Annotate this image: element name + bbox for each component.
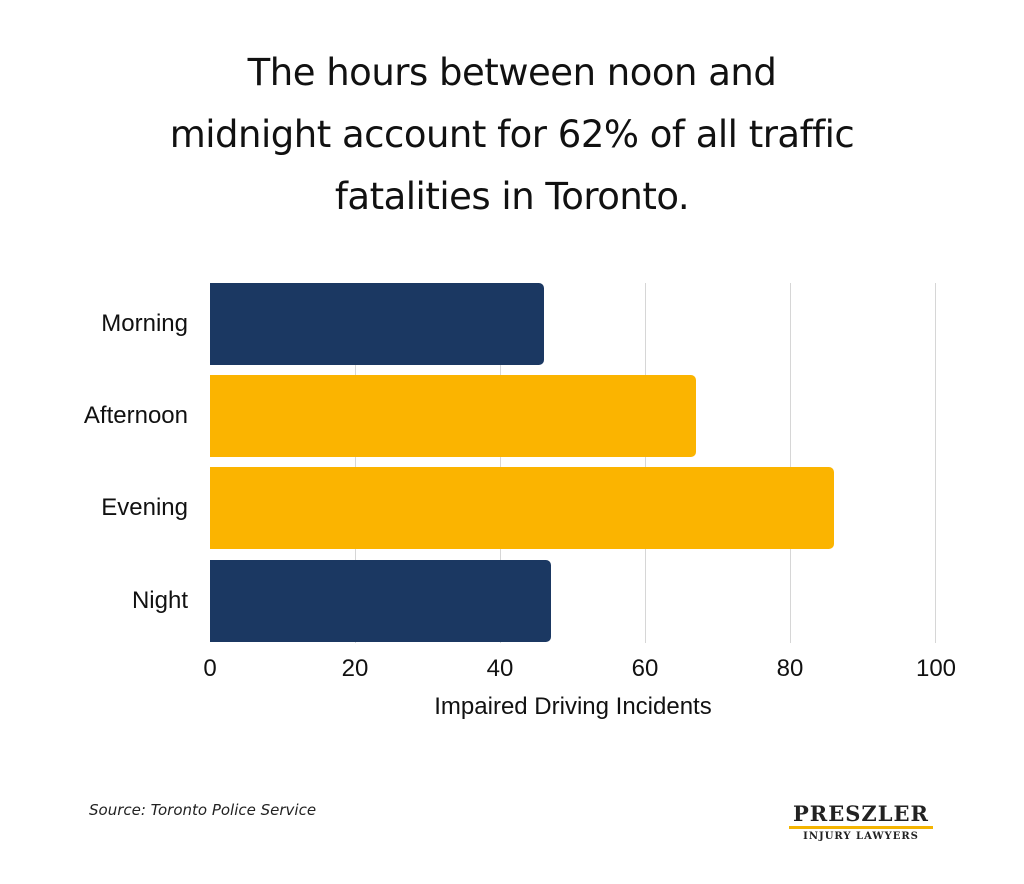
y-label-afternoon: Afternoon xyxy=(83,402,188,429)
y-label-night: Night xyxy=(131,587,188,614)
bar-morning xyxy=(210,283,544,365)
gridline-20 xyxy=(355,283,356,643)
logo-subtitle: INJURY LAWYERS xyxy=(803,831,919,842)
gridline-80 xyxy=(790,283,791,643)
x-tick-0: 0 xyxy=(203,655,217,682)
x-tick-80: 80 xyxy=(776,655,804,682)
y-label-morning: Morning xyxy=(101,310,188,337)
title-line-2: midnight account for 62% of all traffic xyxy=(169,113,855,156)
x-tick-40: 40 xyxy=(486,655,514,682)
source-note: Source: Toronto Police Service xyxy=(89,801,317,819)
x-tick-60: 60 xyxy=(631,655,659,682)
x-tick-20: 20 xyxy=(341,655,369,682)
x-axis-label: Impaired Driving Incidents xyxy=(434,693,712,720)
gridline-40 xyxy=(500,283,501,643)
bar-afternoon xyxy=(210,375,697,457)
chart-title: The hours between noon and midnight acco… xyxy=(0,42,1024,228)
y-label-evening: Evening xyxy=(101,494,188,521)
bar-evening xyxy=(210,467,835,549)
gridline-100 xyxy=(935,283,936,643)
title-line-1: The hours between noon and xyxy=(247,51,777,94)
plot-area xyxy=(210,283,936,643)
brand-logo: PRESZLER INJURY LAWYERS xyxy=(786,803,936,842)
title-line-3: fatalities in Toronto. xyxy=(334,175,690,218)
bar-night xyxy=(210,560,552,642)
logo-name: PRESZLER xyxy=(793,801,929,826)
logo-underline xyxy=(789,826,933,829)
x-tick-100: 100 xyxy=(915,655,957,682)
gridline-60 xyxy=(645,283,646,643)
